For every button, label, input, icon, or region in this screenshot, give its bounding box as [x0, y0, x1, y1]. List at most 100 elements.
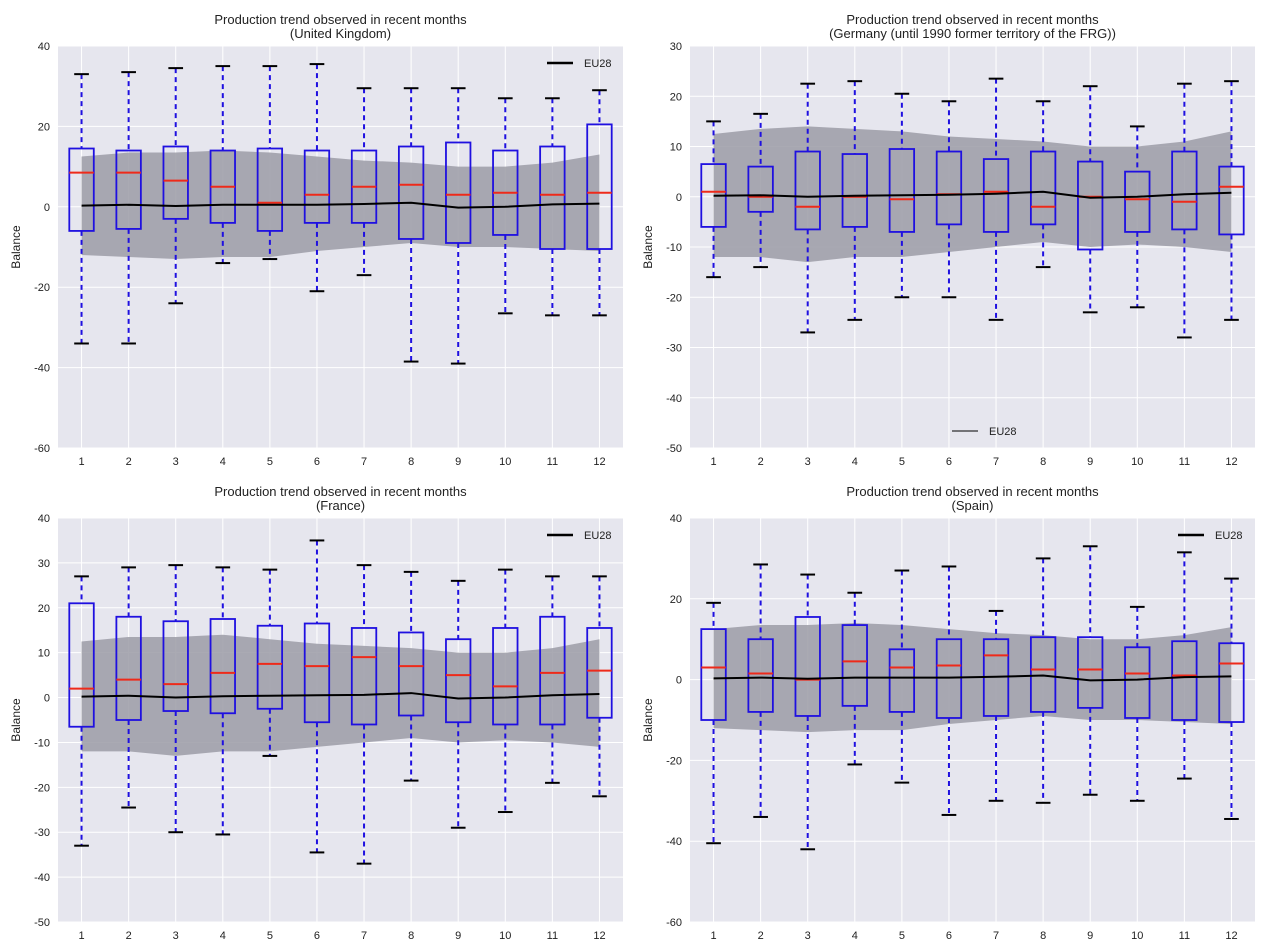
box-iqr: [586, 627, 613, 719]
x-tick-label: 6: [946, 930, 952, 942]
y-tick-label: 40: [38, 41, 50, 53]
y-axis-label: Balance: [641, 698, 655, 742]
eu28-line: [81, 201, 600, 209]
x-tick-label: 12: [593, 456, 605, 468]
box-4: [841, 591, 868, 766]
box-iqr: [700, 628, 727, 721]
box-12: [1218, 577, 1245, 820]
box-iqr: [397, 631, 425, 717]
box-1: [68, 575, 95, 847]
y-tick-label: 0: [44, 693, 50, 705]
y-tick-label: -20: [34, 782, 50, 794]
chart-subtitle: (Germany (until 1990 former territory of…: [829, 26, 1116, 41]
box-8: [1029, 100, 1057, 269]
x-tick-label: 6: [314, 456, 320, 468]
x-tick-label: 8: [408, 930, 414, 942]
box-iqr: [841, 153, 868, 228]
x-tick-label: 7: [993, 456, 999, 468]
box-4: [209, 566, 236, 836]
legend: EU28: [1178, 530, 1243, 542]
eu28-line: [713, 674, 1232, 682]
box-iqr: [68, 602, 95, 728]
x-tick-label: 6: [314, 930, 320, 942]
x-tick-label: 7: [361, 930, 367, 942]
legend: EU28: [547, 530, 612, 542]
x-tick-label: 12: [593, 930, 605, 942]
box-2: [747, 112, 774, 269]
box-11: [1171, 551, 1198, 780]
x-tick-label: 9: [1087, 930, 1093, 942]
x-tick-label: 8: [1040, 456, 1046, 468]
x-tick-label: 9: [455, 456, 461, 468]
box-iqr: [256, 147, 284, 232]
box-iqr: [1029, 150, 1057, 226]
y-tick-label: 30: [670, 41, 682, 53]
box-iqr: [935, 150, 963, 226]
box-6: [303, 63, 331, 293]
box-iqr: [115, 149, 142, 230]
box-10: [492, 97, 519, 315]
x-tick-label: 3: [805, 456, 811, 468]
x-tick-label: 10: [1131, 930, 1143, 942]
x-tick-label: 5: [899, 456, 905, 468]
box-iqr: [794, 150, 821, 231]
box-iqr: [1171, 640, 1198, 721]
y-tick-label: -20: [34, 282, 50, 294]
x-tick-label: 3: [173, 930, 179, 942]
box-iqr: [350, 627, 378, 726]
box-4: [841, 80, 868, 321]
box-2: [115, 566, 142, 809]
box-iqr: [1124, 170, 1151, 233]
box-4: [209, 65, 236, 265]
box-iqr: [747, 638, 774, 713]
y-tick-label: -10: [666, 242, 682, 254]
box-11: [539, 97, 566, 317]
x-tick-label: 1: [78, 930, 84, 942]
legend-label: EU28: [584, 58, 612, 70]
x-tick-label: 5: [267, 456, 273, 468]
x-tick-label: 4: [852, 930, 858, 942]
y-axis-label: Balance: [641, 225, 655, 269]
box-iqr: [445, 638, 472, 724]
box-9: [445, 579, 472, 829]
box-5: [256, 65, 284, 261]
box-10: [492, 568, 519, 814]
box-9: [445, 87, 472, 365]
box-iqr: [1029, 636, 1057, 713]
chart-title: Production trend observed in recent mont…: [846, 484, 1099, 499]
y-tick-label: 0: [676, 192, 682, 204]
x-tick-label: 5: [899, 930, 905, 942]
y-tick-label: 10: [38, 648, 50, 660]
x-tick-label: 7: [361, 456, 367, 468]
legend: EU28: [952, 426, 1017, 438]
box-12: [586, 575, 613, 798]
box-10: [1124, 605, 1151, 802]
y-axis-label: Balance: [9, 698, 23, 742]
box-iqr: [888, 148, 916, 233]
x-tick-label: 8: [1040, 930, 1046, 942]
box-iqr: [115, 615, 142, 721]
chart-title: Production trend observed in recent mont…: [214, 484, 467, 499]
box-iqr: [794, 616, 821, 717]
y-tick-label: -40: [666, 836, 682, 848]
box-iqr: [162, 620, 189, 712]
y-tick-label: 40: [38, 513, 50, 525]
box-11: [1171, 82, 1198, 339]
box-iqr: [841, 624, 868, 707]
x-tick-label: 1: [78, 456, 84, 468]
y-tick-label: -60: [666, 917, 682, 929]
y-tick-label: -60: [34, 443, 50, 455]
box-iqr: [1171, 150, 1198, 231]
y-tick-label: -30: [34, 827, 50, 839]
box-iqr: [935, 638, 963, 719]
box-iqr: [162, 145, 189, 220]
box-iqr: [445, 141, 472, 244]
x-tick-label: 4: [220, 930, 226, 942]
box-9: [1077, 545, 1104, 796]
chart-subtitle: (United Kingdom): [290, 26, 391, 41]
y-tick-label: -40: [34, 872, 50, 884]
x-tick-label: 12: [1225, 456, 1237, 468]
chart-title: Production trend observed in recent mont…: [214, 12, 467, 27]
